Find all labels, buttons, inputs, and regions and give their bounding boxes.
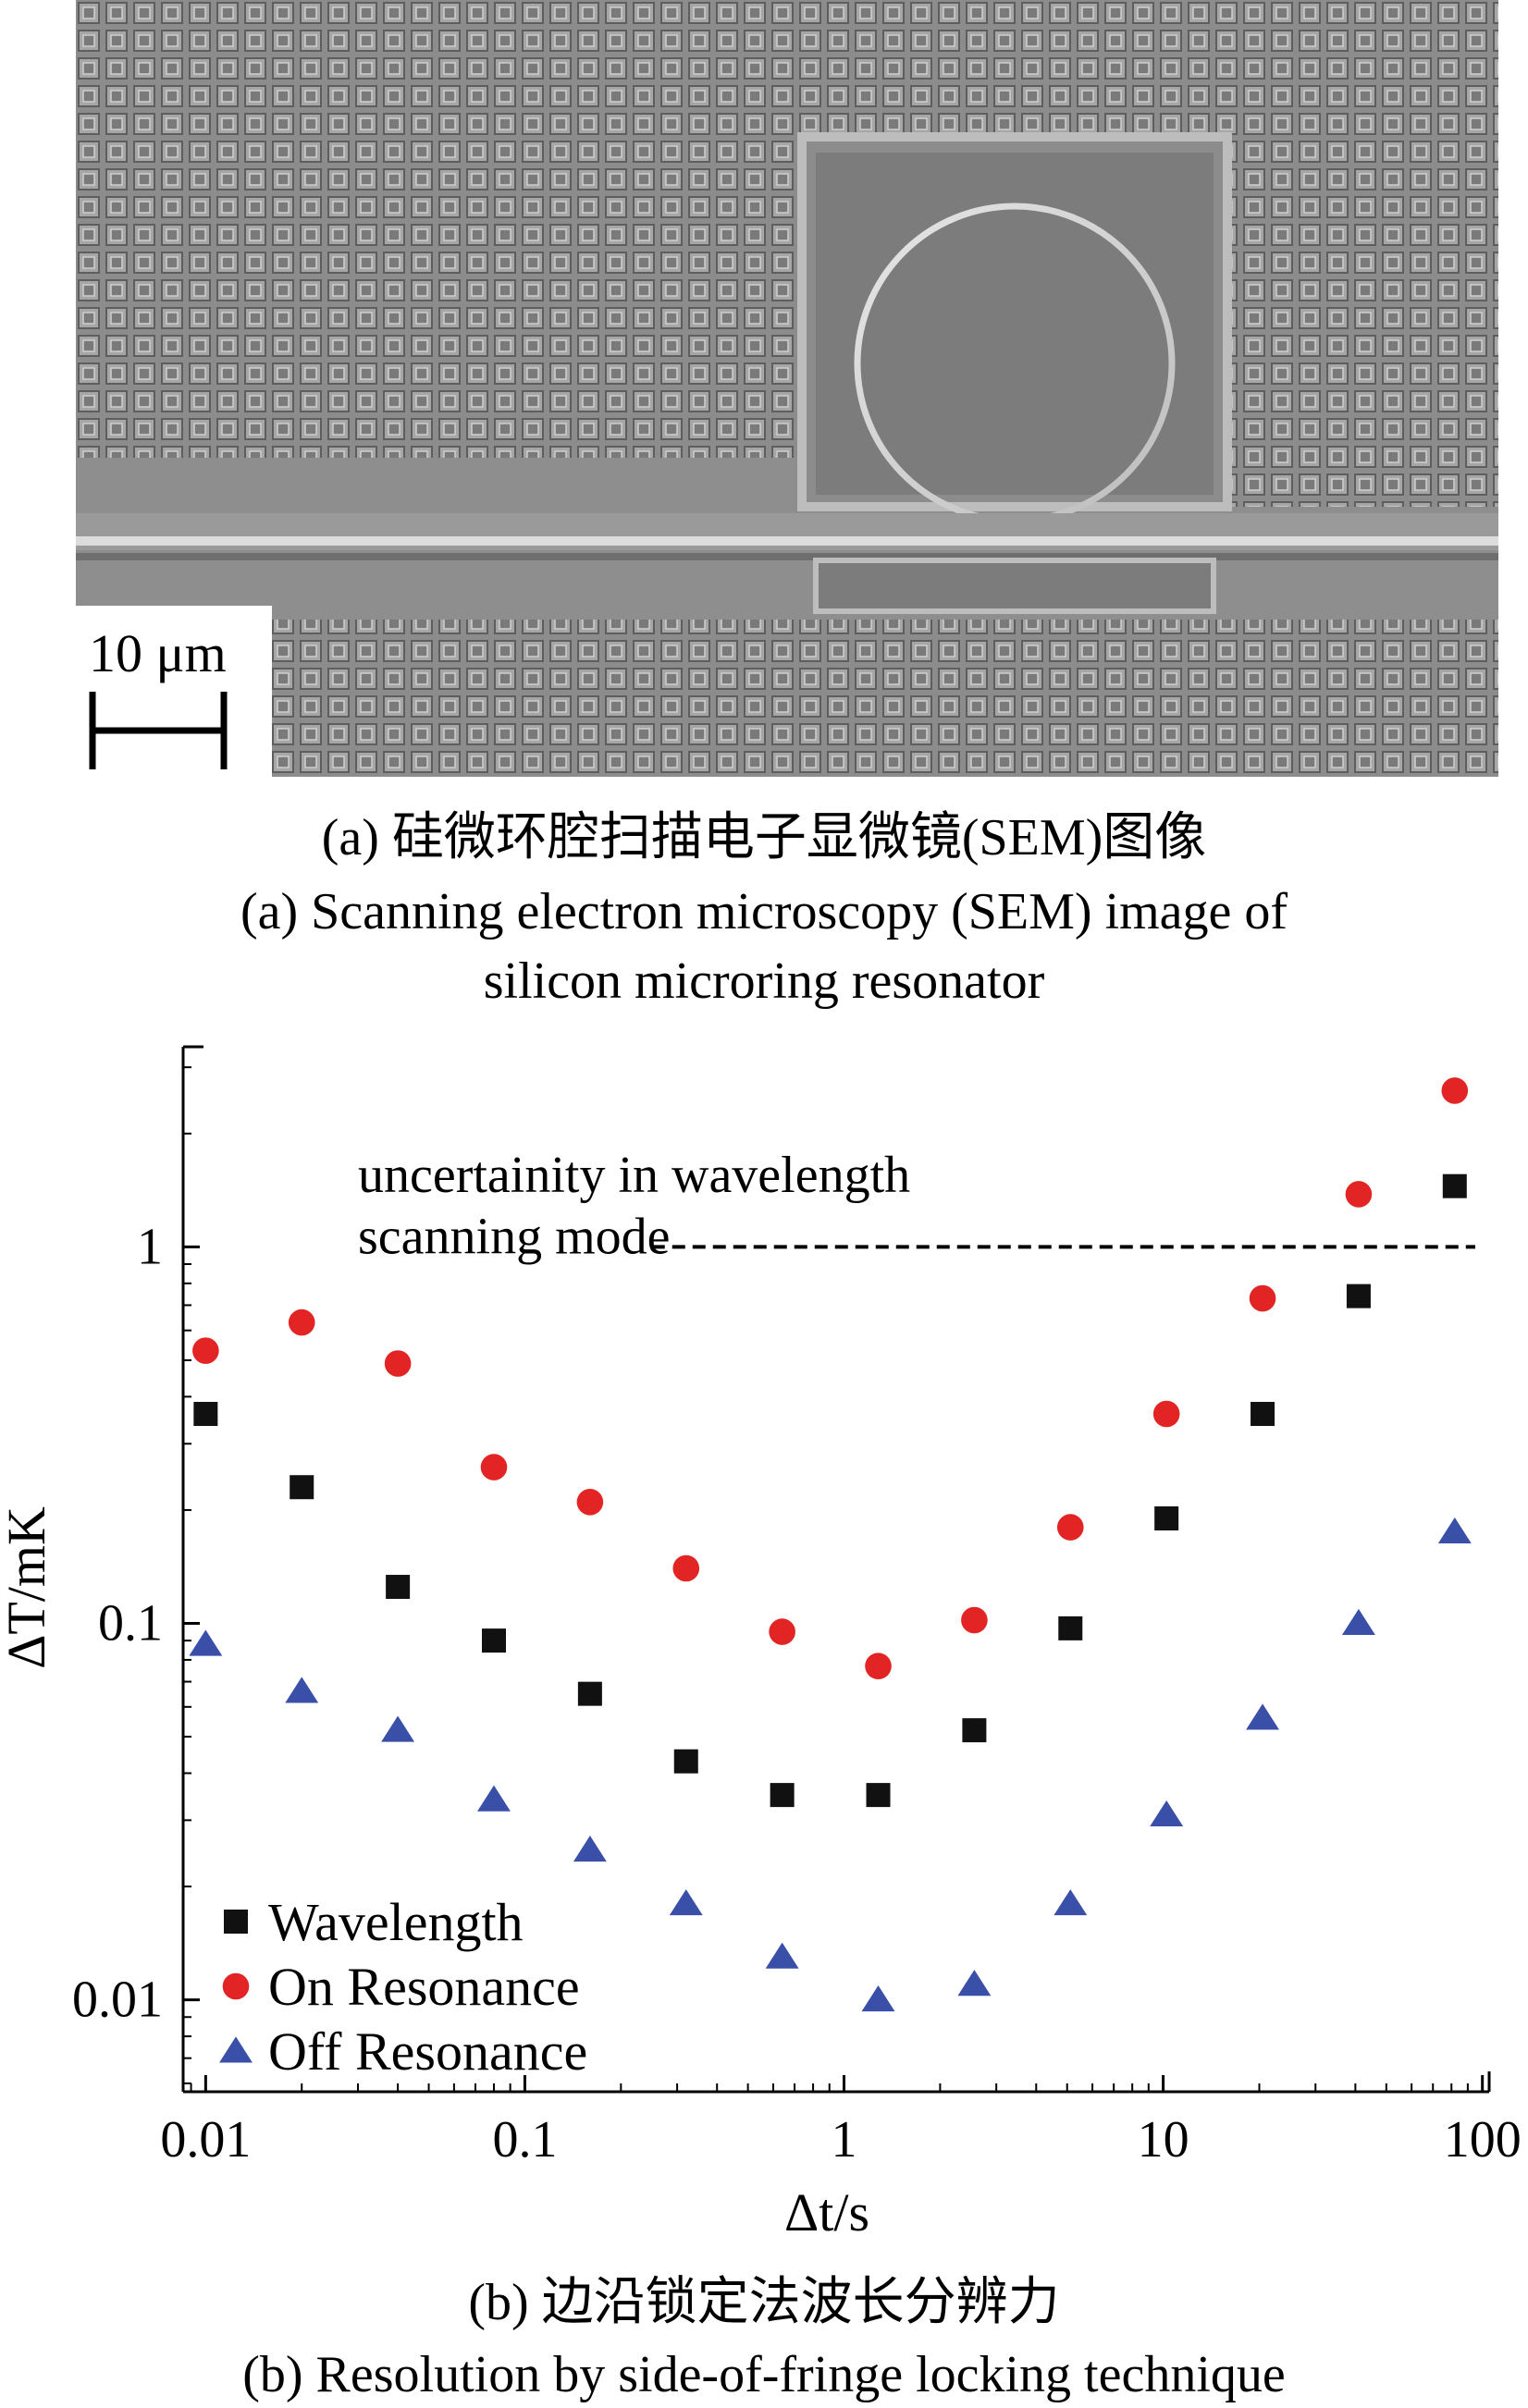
on-resonance-point <box>384 1350 412 1377</box>
wavelength-point <box>1154 1506 1179 1531</box>
annotation-text: scanning mode <box>358 1209 670 1266</box>
scale-bar-label: 10 μm <box>89 623 227 683</box>
on-resonance-point <box>1249 1284 1276 1312</box>
wavelength-point <box>673 1749 698 1774</box>
caption-a-chinese: (a) 硅微环腔扫描电子显微镜(SEM)图像 <box>321 809 1207 866</box>
off-resonance-point <box>1437 1517 1472 1544</box>
wavelength-point <box>962 1718 987 1743</box>
off-resonance-point <box>957 1970 992 1996</box>
on-resonance-point <box>192 1337 219 1364</box>
resolution-chart: 0.01 0.1 1 10 100 0.01 0.1 1 Δt/s ΔT/mK uncertain… <box>0 1045 1522 2242</box>
off-resonance-point <box>189 1629 223 1656</box>
caption-a-english-line2: silicon microring resonator <box>483 952 1045 1010</box>
off-resonance-point <box>1246 1703 1279 1730</box>
y-tick-label: 0.01 <box>72 1972 163 2029</box>
on-resonance-point <box>865 1652 892 1680</box>
y-axis-label: ΔT/mK <box>0 1506 56 1669</box>
wavelength-point <box>866 1783 891 1808</box>
wavelength-point <box>1442 1173 1467 1198</box>
off-resonance-point <box>1054 1889 1088 1916</box>
wavelength-point <box>770 1783 795 1808</box>
y-tick-label: 0.1 <box>98 1594 163 1652</box>
scale-bar <box>89 692 228 769</box>
off-resonance-point <box>765 1942 799 1969</box>
x-tick-label: 0.1 <box>492 2111 557 2168</box>
on-resonance-point <box>961 1606 988 1634</box>
chart-axes: 0.01 0.1 1 10 100 0.01 0.1 1 Δt/s ΔT/mK <box>0 1045 1522 2242</box>
wavelength-point <box>1346 1284 1371 1308</box>
caption-a-english-line1: (a) Scanning electron microscopy (SEM) i… <box>240 883 1288 940</box>
off-resonance-point <box>861 1985 895 2012</box>
wavelength-point <box>193 1402 218 1427</box>
off-resonance-point <box>381 1715 415 1742</box>
x-tick-label: 1 <box>832 2111 857 2168</box>
chart-marks <box>189 1077 1472 2012</box>
wavelength-point <box>1058 1616 1083 1640</box>
off-resonance-point <box>477 1785 511 1812</box>
wavelength-point <box>290 1475 314 1500</box>
caption-b-english: (b) Resolution by side-of-fringe locking… <box>242 2346 1286 2403</box>
legend-marker-wavelength <box>224 1910 248 1934</box>
legend-label-wavelength: Wavelength <box>268 1892 524 1952</box>
wavelength-point <box>481 1628 506 1653</box>
wavelength-point <box>577 1681 602 1706</box>
on-resonance-point <box>769 1618 795 1645</box>
x-axis-label: Δt/s <box>784 2182 869 2242</box>
wavelength-point <box>386 1575 411 1600</box>
on-resonance-point <box>1056 1514 1084 1541</box>
off-resonance-point <box>285 1677 319 1703</box>
legend-label-on-resonance: On Resonance <box>268 1957 580 2017</box>
off-resonance-point <box>669 1889 703 1916</box>
y-tick-label: 1 <box>137 1218 163 1275</box>
on-resonance-point <box>672 1554 700 1582</box>
x-tick-label: 0.01 <box>160 2111 251 2168</box>
x-tick-label: 100 <box>1444 2111 1522 2168</box>
on-resonance-point <box>1441 1077 1469 1104</box>
on-resonance-point <box>1345 1181 1373 1208</box>
caption-b-chinese: (b) 边沿锁定法波长分辨力 <box>468 2274 1060 2331</box>
on-resonance-point <box>576 1489 604 1516</box>
on-resonance-point <box>288 1308 315 1336</box>
on-resonance-point <box>1152 1400 1180 1428</box>
on-resonance-point <box>480 1454 508 1480</box>
wavelength-point <box>1251 1402 1275 1427</box>
off-resonance-point <box>1341 1608 1375 1635</box>
off-resonance-point <box>573 1836 607 1862</box>
annotation-text: uncertainity in wavelength <box>358 1147 910 1204</box>
legend-label-off-resonance: Off Resonance <box>268 2021 587 2082</box>
legend-marker-off-resonance <box>219 2036 253 2063</box>
x-tick-label: 10 <box>1138 2111 1189 2168</box>
off-resonance-point <box>1150 1800 1184 1827</box>
sem-image: 10 μm <box>76 0 1498 777</box>
legend-marker-on-resonance <box>222 1972 250 2000</box>
